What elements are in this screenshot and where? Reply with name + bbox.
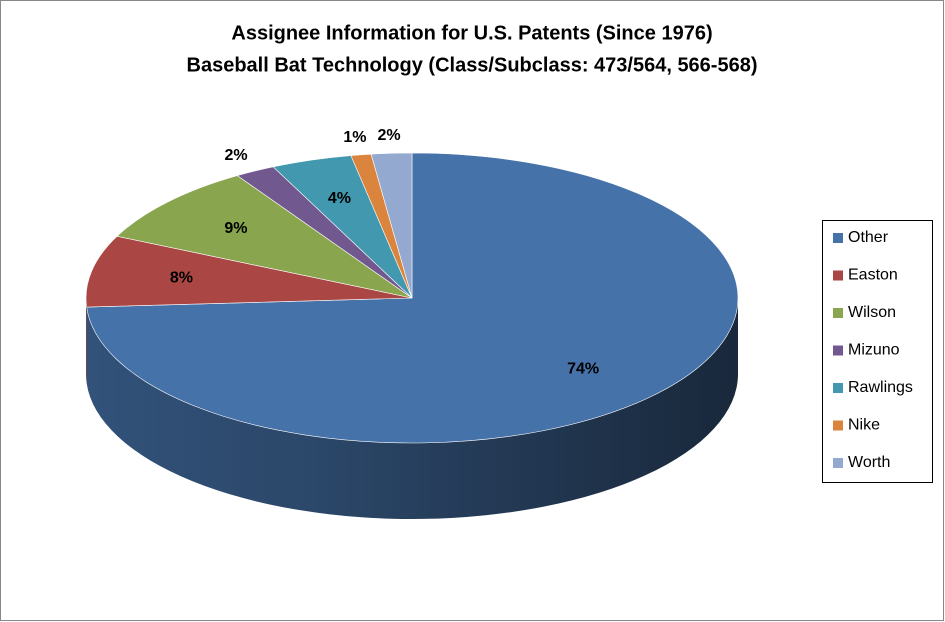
chart-title: Assignee Information for U.S. Patents (S… xyxy=(231,22,712,44)
data-label: 8% xyxy=(170,270,193,287)
legend-swatch xyxy=(833,458,843,468)
legend-label: Mizuno xyxy=(848,342,900,359)
pie-slice xyxy=(370,152,413,299)
legend-swatch xyxy=(833,420,843,431)
side-layer xyxy=(86,298,738,519)
legend-label: Worth xyxy=(848,454,890,471)
top-layer xyxy=(85,152,739,444)
pie-slice xyxy=(86,152,739,444)
legend-swatch xyxy=(833,345,843,356)
data-label: 1% xyxy=(343,129,366,146)
slice-side xyxy=(86,298,738,519)
data-label: 74% xyxy=(567,361,599,378)
slice-top xyxy=(116,175,413,299)
slice-top xyxy=(370,152,413,299)
data-label: 2% xyxy=(378,127,401,144)
pie-slice xyxy=(116,175,413,299)
legend-label: Wilson xyxy=(848,304,896,321)
label-layer: 74% 8% 9% 2% 4% 1% 2% xyxy=(170,127,599,378)
slice-side xyxy=(86,298,87,384)
legend-label: Rawlings xyxy=(848,379,913,396)
legend-swatch xyxy=(833,308,843,318)
data-label: 4% xyxy=(328,190,351,207)
legend-label: Nike xyxy=(848,417,880,434)
data-label: 9% xyxy=(224,220,247,237)
chart-subtitle: Baseball Bat Technology (Class/Subclass:… xyxy=(187,54,758,76)
legend-label: Easton xyxy=(848,267,898,284)
legend-label: Other xyxy=(848,229,889,246)
slice-top xyxy=(86,152,739,444)
legend-swatch xyxy=(833,383,843,393)
pie-slice xyxy=(85,235,413,308)
legend-swatch xyxy=(833,270,843,281)
data-label: 2% xyxy=(225,147,248,164)
legend-swatch xyxy=(833,233,843,243)
slice-top xyxy=(85,235,413,308)
